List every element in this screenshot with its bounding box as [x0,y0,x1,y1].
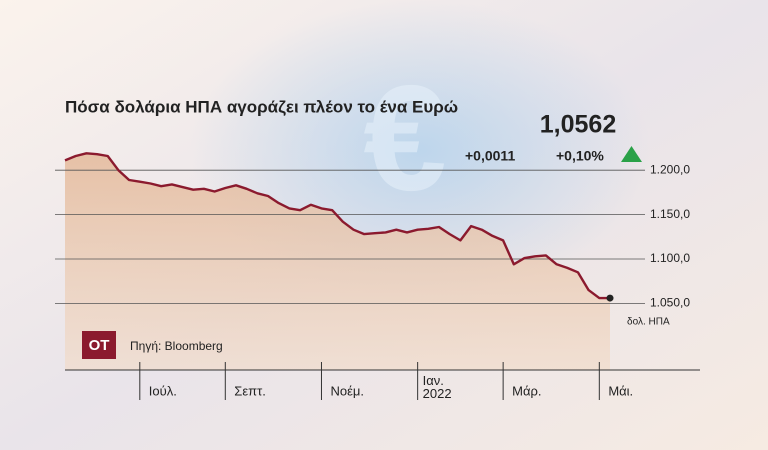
x-tick-label: Νοέμ. [330,383,364,398]
x-tick-label-line: 2022 [423,386,452,401]
x-tick-label: Ιούλ. [149,383,177,398]
change: +0,0011 [465,148,515,164]
unit-label: δολ. ΗΠΑ [627,317,670,328]
change-pct: +0,10% [556,148,604,164]
y-tick-label: 1.150,0 [650,207,690,221]
x-tick-label: Ιαν. 2022 [423,373,452,401]
up-arrow [621,146,642,162]
y-tick-label: 1.100,0 [650,251,690,265]
x-tick-label: Μάι. [608,383,633,398]
source: Πηγή: Bloomberg [130,339,223,353]
euro-decoration: € [363,54,446,222]
logo: ΟΤ [89,337,110,354]
chart-title: Πόσα δολάρια ΗΠΑ αγοράζει πλέον το ένα Ε… [65,97,458,116]
end-point [606,294,614,302]
x-tick-label: Σεπτ. [234,383,266,398]
y-tick-label: 1.050,0 [650,296,690,310]
logo-box [82,331,116,359]
area [65,153,610,370]
line [64,152,610,300]
x-tick-label: Μάρ. [512,383,541,398]
last-value: 1,0562 [540,111,616,139]
x-tick-label-line: Ιαν. [423,373,444,388]
y-tick-label: 1.200,0 [650,162,690,176]
